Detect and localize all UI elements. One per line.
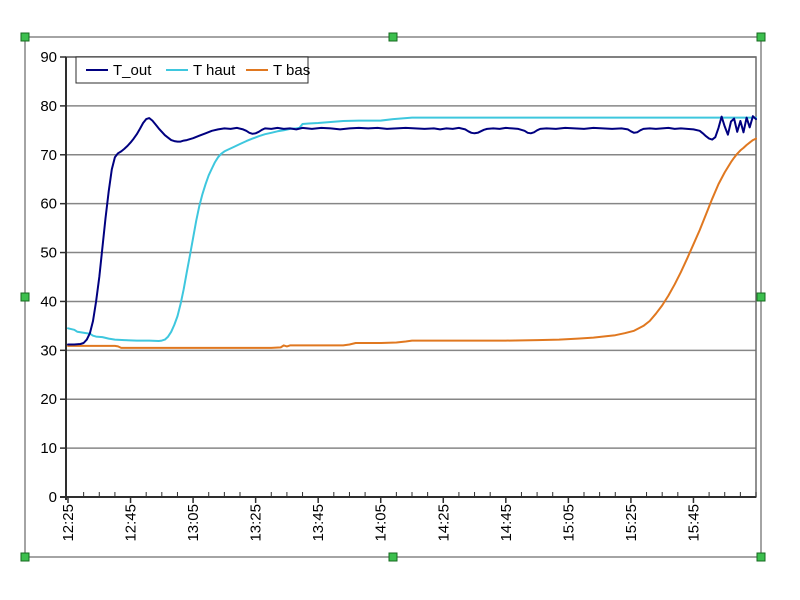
- series-line-t-bas[interactable]: [67, 137, 757, 349]
- x-tick-label: 15:25: [623, 504, 640, 542]
- x-tick-label: 14:25: [435, 504, 452, 542]
- selection-handle-w[interactable]: [20, 292, 30, 302]
- x-tick-label: 12:25: [60, 504, 77, 542]
- x-tick-label: 15:05: [560, 504, 577, 542]
- y-axis: 0 10 20 30 40 50 60 70 80 90: [40, 49, 67, 506]
- x-axis: 12:25 12:45 13:05 13:25 13:45 14:05 14:25 14:45…: [60, 492, 757, 542]
- legend-entry-t-haut[interactable]: T haut: [166, 62, 236, 79]
- selection-handle-se[interactable]: [756, 552, 766, 562]
- x-tick-label: 14:05: [373, 504, 390, 542]
- y-tick-label: 30: [40, 342, 57, 359]
- y-tick-label: 50: [40, 245, 57, 262]
- selection-handle-s[interactable]: [388, 552, 398, 562]
- selection-handle-nw[interactable]: [20, 32, 30, 42]
- x-tick-label: 13:05: [185, 504, 202, 542]
- x-tick-label: 14:45: [498, 504, 515, 542]
- selection-handle-sw[interactable]: [20, 552, 30, 562]
- series-line-t-out[interactable]: [67, 115, 757, 346]
- selection-handle-n[interactable]: [388, 32, 398, 42]
- legend[interactable]: T_out T haut T bas: [75, 56, 310, 84]
- x-tick-label: 13:45: [310, 504, 327, 542]
- y-tick-label: 90: [40, 49, 57, 66]
- y-tick-label: 40: [40, 293, 57, 310]
- x-tick-label: 15:45: [685, 504, 702, 542]
- y-tick-label: 60: [40, 196, 57, 213]
- selection-handle-e[interactable]: [756, 292, 766, 302]
- x-tick-label: 12:45: [123, 504, 140, 542]
- y-tick-label: 10: [40, 440, 57, 457]
- legend-label: T bas: [273, 62, 310, 79]
- y-tick-label: 70: [40, 147, 57, 164]
- selection-handle-ne[interactable]: [756, 32, 766, 42]
- legend-entry-t-out[interactable]: T_out: [86, 62, 152, 79]
- y-tick-label: 80: [40, 98, 57, 115]
- plot-area[interactable]: [66, 57, 756, 497]
- legend-label: T haut: [193, 62, 236, 79]
- x-tick-label: 13:25: [248, 504, 265, 542]
- series-line-t-haut[interactable]: [67, 116, 757, 342]
- legend-entry-t-bas[interactable]: T bas: [246, 62, 310, 79]
- y-tick-label: 0: [49, 489, 57, 506]
- selection-handles: [20, 32, 766, 562]
- legend-label: T_out: [113, 62, 152, 79]
- legend-box[interactable]: [75, 56, 309, 84]
- y-tick-label: 20: [40, 391, 57, 408]
